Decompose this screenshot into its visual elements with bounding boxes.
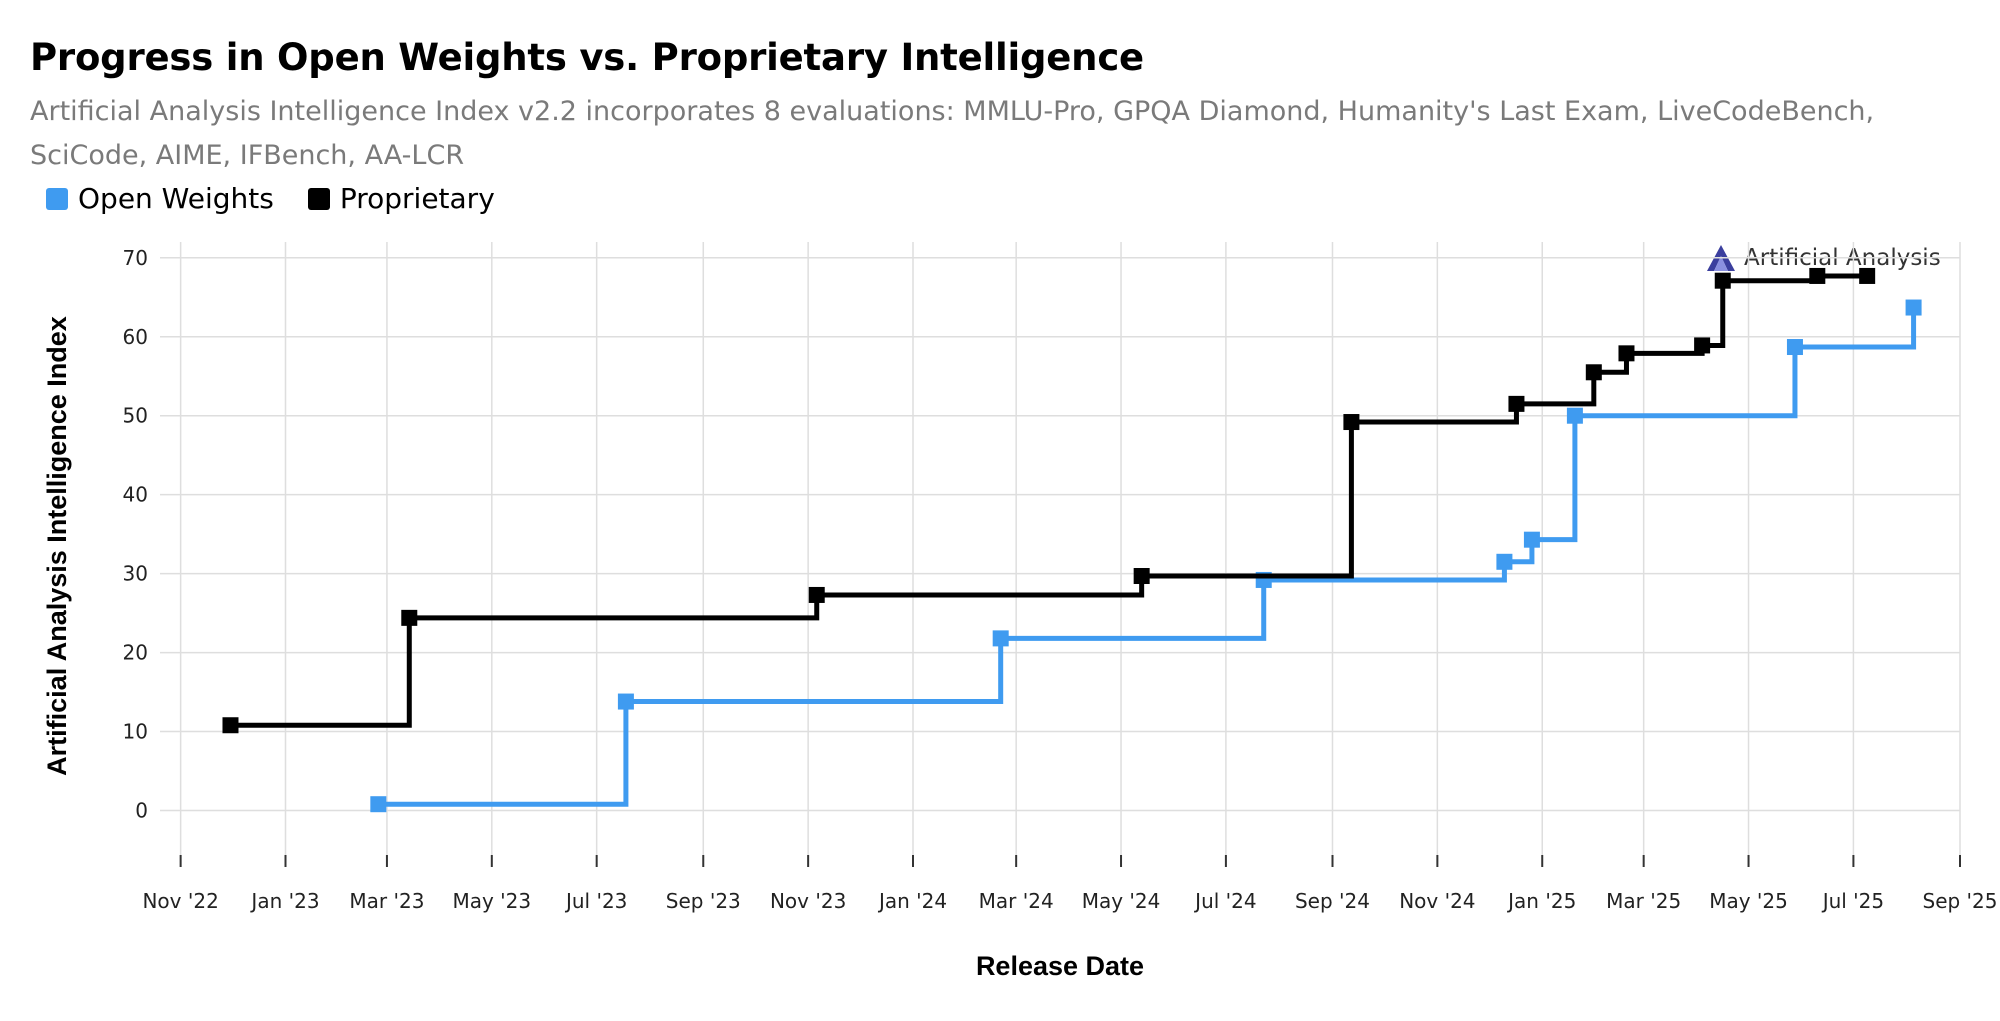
data-point-open-weights	[370, 796, 387, 813]
x-tick-label: May '24	[1082, 889, 1161, 913]
y-tick-label: 20	[123, 641, 148, 665]
x-tick-label: Jul '25	[1821, 889, 1884, 913]
data-point-proprietary	[1859, 267, 1876, 284]
data-point-proprietary	[1585, 364, 1602, 381]
legend-label-proprietary: Proprietary	[339, 182, 495, 215]
artificial-analysis-logo-icon	[1707, 245, 1735, 271]
x-tick-label: May '23	[452, 889, 531, 913]
data-point-open-weights	[1786, 339, 1803, 356]
series	[222, 267, 1922, 813]
x-tick-label: Jan '23	[249, 889, 319, 913]
x-tick-label: Nov '24	[1399, 889, 1475, 913]
y-tick-label: 60	[123, 325, 148, 349]
x-axis-title: Release Date	[976, 951, 1144, 981]
data-point-proprietary	[808, 586, 825, 603]
data-point-proprietary	[1508, 395, 1525, 412]
y-tick-label: 70	[123, 246, 148, 270]
x-tick-label: Sep '24	[1295, 889, 1370, 913]
x-tick-label: Jan '25	[1506, 889, 1576, 913]
data-point-open-weights	[1905, 299, 1922, 316]
x-tick-label: Jul '24	[1193, 889, 1256, 913]
data-point-proprietary	[401, 609, 418, 626]
data-point-proprietary	[1714, 272, 1731, 289]
data-point-proprietary	[1618, 345, 1635, 362]
chart-subtitle: Artificial Analysis Intelligence Index v…	[30, 96, 1875, 171]
data-point-proprietary	[1343, 414, 1360, 431]
x-tick-label: Jan '24	[877, 889, 947, 913]
data-point-open-weights	[992, 630, 1009, 647]
data-point-open-weights	[617, 693, 634, 710]
chart-title: Progress in Open Weights vs. Proprietary…	[30, 36, 1144, 79]
y-tick-label: 50	[123, 404, 148, 428]
data-point-proprietary	[1694, 337, 1711, 354]
legend-label-open-weights: Open Weights	[78, 182, 274, 215]
x-tick-label: Mar '25	[1606, 889, 1681, 913]
y-tick-label: 10	[123, 720, 148, 744]
legend-item-open-weights[interactable]: Open Weights	[46, 182, 274, 215]
x-tick-label: Sep '23	[666, 889, 741, 913]
axis-ticks: 0 10 20 30 40 50 60 70 Nov '22 Jan '23 Mar '23 May …	[123, 246, 1998, 913]
series-line-proprietary	[230, 273, 1868, 728]
x-tick-label: Sep '25	[1923, 889, 1998, 913]
x-tick-label: Mar '24	[979, 889, 1054, 913]
legend-swatch-proprietary	[307, 187, 330, 210]
data-point-proprietary	[222, 717, 239, 734]
grid	[160, 242, 1961, 855]
x-tick-label: Nov '22	[142, 889, 218, 913]
legend: Open Weights Proprietary	[46, 182, 529, 215]
data-point-open-weights	[1566, 407, 1583, 424]
x-tick-label: Nov '23	[770, 889, 846, 913]
y-tick-label: 0	[135, 799, 148, 823]
series-line-open-weights	[378, 307, 1917, 807]
data-point-proprietary	[1133, 568, 1150, 585]
data-point-proprietary	[1809, 267, 1826, 284]
y-tick-label: 30	[123, 562, 148, 586]
legend-swatch-open-weights	[46, 187, 68, 210]
x-tick-label: May '25	[1709, 889, 1788, 913]
data-point-open-weights	[1523, 531, 1540, 548]
legend-item-proprietary[interactable]: Proprietary	[307, 182, 495, 215]
data-point-open-weights	[1496, 553, 1513, 570]
y-tick-label: 40	[123, 483, 148, 507]
x-tick-label: Jul '23	[564, 889, 627, 913]
y-axis-title: Artificial Analysis Intelligence Index	[42, 316, 72, 776]
x-tick-label: Mar '23	[349, 889, 424, 913]
